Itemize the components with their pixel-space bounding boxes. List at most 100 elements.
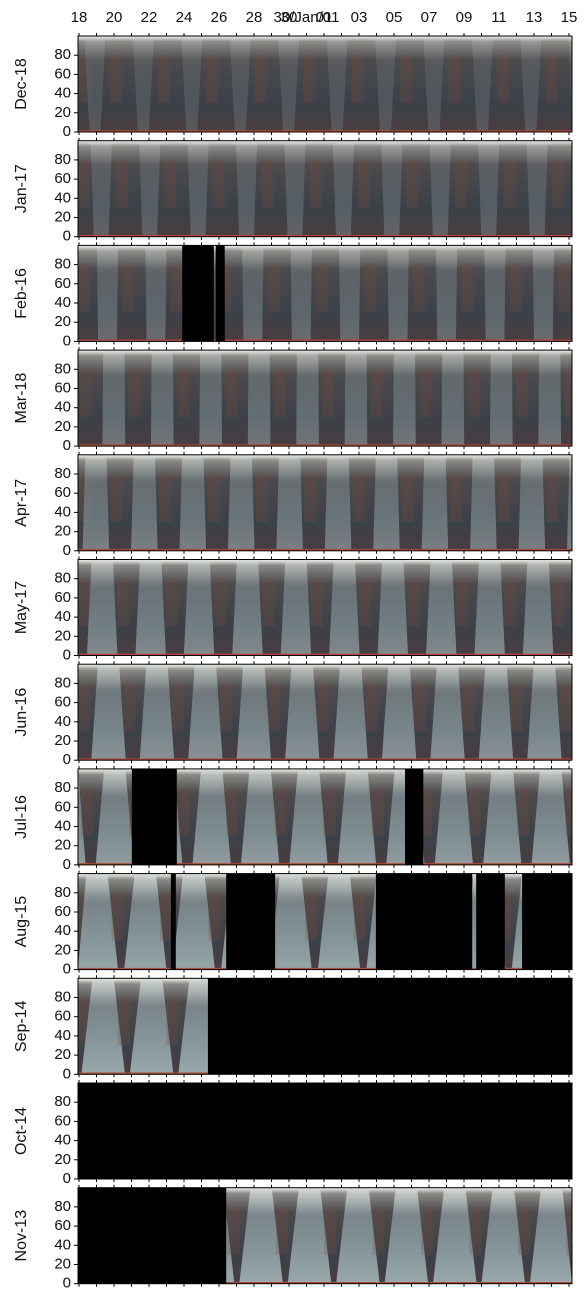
daylight-column xyxy=(86,559,118,656)
panel-label: Sep-14 xyxy=(13,1000,30,1052)
dusk-tone xyxy=(78,578,91,627)
panel: 0 20 40 60 80 Dec-18 xyxy=(13,33,573,140)
panel-label: Aug-15 xyxy=(13,896,30,948)
daylight-column xyxy=(483,768,522,865)
y-tick-label: 0 xyxy=(63,228,71,245)
dusk-tone xyxy=(401,474,414,522)
dusk-tone xyxy=(303,55,316,104)
missing-data xyxy=(226,873,276,970)
x-tick-label: 07 xyxy=(421,9,438,26)
y-tick-label: 20 xyxy=(54,418,71,435)
daylight-column xyxy=(566,454,572,551)
daylight-column xyxy=(531,768,570,865)
daylight-column xyxy=(239,1187,283,1284)
panel-frame xyxy=(77,559,573,656)
dusk-tone xyxy=(351,55,364,104)
x-tick-label: 26 xyxy=(211,9,228,26)
y-tick-label: 60 xyxy=(54,170,71,187)
daylight-column xyxy=(229,36,251,132)
daylight-column xyxy=(381,664,417,761)
y-tick-label: 40 xyxy=(54,922,71,939)
missing-data xyxy=(476,873,505,970)
y-tick-label: 60 xyxy=(54,798,71,815)
dusk-tone xyxy=(109,55,122,104)
panel: 0 20 40 60 80 Jan-17 xyxy=(13,137,573,245)
daylight-column xyxy=(421,454,449,551)
daylight-column xyxy=(478,140,500,237)
dusk-tone xyxy=(454,159,468,208)
y-tick-label: 80 xyxy=(54,779,71,796)
y-tick-label: 60 xyxy=(54,379,71,396)
daylight-column xyxy=(131,454,158,551)
missing-data xyxy=(78,1083,572,1179)
y-tick-label: 20 xyxy=(54,1255,71,1272)
daylight-column xyxy=(423,36,445,132)
daylight-column xyxy=(529,1187,572,1284)
missing-data xyxy=(207,978,572,1075)
panel: 0 20 40 60 80 Feb-16 xyxy=(13,242,573,349)
dusk-tone xyxy=(166,997,179,1046)
panel-frame xyxy=(77,35,573,133)
dusk-tone xyxy=(419,369,432,418)
panel-label: Feb-16 xyxy=(13,268,30,319)
dusk-tone xyxy=(164,159,177,208)
y-tick-label: 40 xyxy=(54,1132,71,1149)
daylight-column xyxy=(242,245,264,342)
dusk-tone xyxy=(559,683,572,732)
daylight-column xyxy=(441,350,465,447)
dusk-tone xyxy=(165,578,178,627)
dusk-tone xyxy=(177,788,191,837)
panel: 0 20 40 60 80 Aug-15 xyxy=(13,870,573,978)
panel-frame xyxy=(77,768,573,866)
dusk-tone xyxy=(78,159,91,208)
panel: 0 20 40 60 80 Jun-16 xyxy=(13,661,573,768)
daylight-column xyxy=(538,350,562,447)
daylight-column xyxy=(139,140,161,237)
daylight-column xyxy=(384,1187,429,1284)
y-tick-label: 80 xyxy=(54,674,71,691)
y-tick-label: 60 xyxy=(54,484,71,501)
y-tick-label: 20 xyxy=(54,523,71,540)
y-tick-label: 60 xyxy=(54,1008,71,1025)
dusk-tone xyxy=(510,683,523,732)
missing-data xyxy=(78,1187,227,1284)
daylight-column xyxy=(150,350,174,447)
daylight-column xyxy=(393,350,416,447)
daylight-column xyxy=(489,350,513,447)
dusk-tone xyxy=(467,369,480,418)
x-tick-label: 24 xyxy=(176,9,193,26)
dusk-tone xyxy=(371,788,384,837)
y-tick-label: 40 xyxy=(54,294,71,311)
daylight-column xyxy=(96,245,119,342)
y-tick-label: 80 xyxy=(54,360,71,377)
dusk-tone xyxy=(80,369,93,418)
daylight-column xyxy=(425,559,457,656)
daylight-column xyxy=(82,454,110,551)
daylight-column xyxy=(95,768,134,865)
dusk-tone xyxy=(213,578,226,627)
daylight-column xyxy=(290,245,312,342)
y-tick-label: 80 xyxy=(54,256,71,273)
y-tick-label: 20 xyxy=(54,208,71,225)
daylight-column xyxy=(433,1187,477,1284)
missing-data xyxy=(215,245,225,342)
dusk-tone xyxy=(412,264,425,313)
dusk-tone xyxy=(170,264,183,313)
dusk-tone xyxy=(461,264,474,313)
daylight-column xyxy=(474,559,505,656)
daylight-column xyxy=(199,350,223,447)
dusk-tone xyxy=(220,683,233,732)
daylight-column xyxy=(332,140,355,237)
daylight-column xyxy=(247,350,271,447)
dusk-tone xyxy=(359,578,372,627)
daylight-column xyxy=(430,664,465,761)
dusk-tone xyxy=(504,578,517,627)
dusk-tone xyxy=(462,683,475,732)
panel-label: Dec-18 xyxy=(13,58,30,110)
dusk-tone xyxy=(448,55,461,104)
dusk-tone xyxy=(407,578,420,627)
dusk-tone xyxy=(206,55,219,104)
y-tick-label: 40 xyxy=(54,608,71,625)
daylight-column xyxy=(484,245,506,342)
y-tick-label: 20 xyxy=(54,313,71,330)
